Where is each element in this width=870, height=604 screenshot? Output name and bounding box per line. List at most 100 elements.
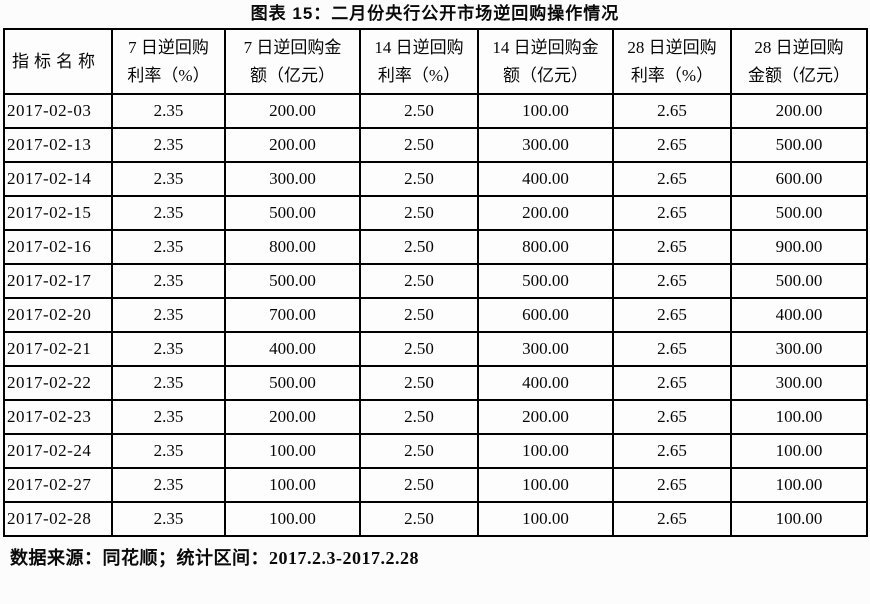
- value-cell: 2.50: [359, 501, 479, 537]
- value-cell: 2.65: [612, 229, 732, 265]
- value-cell: 100.00: [730, 433, 868, 469]
- value-cell: 2.35: [111, 93, 226, 129]
- date-cell: 2017-02-03: [3, 93, 113, 129]
- reverse-repo-table: 指标名称 7 日逆回购 利率（%） 7 日逆回购金 额（亿元） 14 日逆回购 …: [3, 28, 868, 537]
- header-28d-amount: 28 日逆回购 金额（亿元）: [730, 28, 868, 95]
- value-cell: 200.00: [224, 93, 361, 129]
- value-cell: 100.00: [477, 433, 614, 469]
- table-row: 2017-02-21 2.35 400.00 2.50 300.00 2.65 300.00: [3, 331, 868, 367]
- table-header: 指标名称 7 日逆回购 利率（%） 7 日逆回购金 额（亿元） 14 日逆回购 …: [3, 28, 868, 95]
- value-cell: 300.00: [477, 127, 614, 163]
- value-cell: 2.65: [612, 263, 732, 299]
- table-row: 2017-02-13 2.35 200.00 2.50 300.00 2.65 500.00: [3, 127, 868, 163]
- date-cell: 2017-02-22: [3, 365, 113, 401]
- header-text: 7 日逆回购: [128, 37, 209, 57]
- value-cell: 2.35: [111, 161, 226, 197]
- value-cell: 2.35: [111, 399, 226, 435]
- value-cell: 2.65: [612, 467, 732, 503]
- value-cell: 2.35: [111, 263, 226, 299]
- table-row: 2017-02-24 2.35 100.00 2.50 100.00 2.65 100.00: [3, 433, 868, 469]
- table-row: 2017-02-22 2.35 500.00 2.50 400.00 2.65 300.00: [3, 365, 868, 401]
- value-cell: 800.00: [224, 229, 361, 265]
- table-body: 2017-02-03 2.35 200.00 2.50 100.00 2.65 200.00…: [3, 93, 868, 537]
- value-cell: 2.65: [612, 161, 732, 197]
- value-cell: 2.35: [111, 467, 226, 503]
- header-text: 14 日逆回购: [374, 37, 464, 57]
- value-cell: 200.00: [477, 195, 614, 231]
- value-cell: 2.50: [359, 127, 479, 163]
- header-14d-rate: 14 日逆回购 利率（%）: [359, 28, 479, 95]
- value-cell: 800.00: [477, 229, 614, 265]
- value-cell: 2.50: [359, 161, 479, 197]
- value-cell: 2.35: [111, 433, 226, 469]
- header-text: 指标名称: [12, 51, 100, 71]
- value-cell: 100.00: [477, 501, 614, 537]
- value-cell: 500.00: [730, 263, 868, 299]
- value-cell: 2.35: [111, 331, 226, 367]
- value-cell: 2.50: [359, 195, 479, 231]
- header-28d-rate: 28 日逆回购 利率（%）: [612, 28, 732, 95]
- header-row: 指标名称 7 日逆回购 利率（%） 7 日逆回购金 额（亿元） 14 日逆回购 …: [3, 28, 868, 95]
- header-text: 利率（%）: [127, 65, 210, 85]
- date-cell: 2017-02-14: [3, 161, 113, 197]
- value-cell: 2.65: [612, 195, 732, 231]
- value-cell: 500.00: [730, 127, 868, 163]
- value-cell: 700.00: [224, 297, 361, 333]
- header-text: 28 日逆回购: [754, 37, 844, 57]
- value-cell: 2.50: [359, 467, 479, 503]
- header-text: 额（亿元）: [503, 65, 588, 85]
- value-cell: 2.35: [111, 365, 226, 401]
- table-row: 2017-02-20 2.35 700.00 2.50 600.00 2.65 400.00: [3, 297, 868, 333]
- header-text: 利率（%）: [377, 65, 461, 85]
- value-cell: 2.50: [359, 433, 479, 469]
- value-cell: 2.65: [612, 93, 732, 129]
- value-cell: 300.00: [477, 331, 614, 367]
- date-cell: 2017-02-15: [3, 195, 113, 231]
- value-cell: 500.00: [224, 195, 361, 231]
- header-text: 额（亿元）: [250, 65, 335, 85]
- value-cell: 2.65: [612, 331, 732, 367]
- value-cell: 2.35: [111, 297, 226, 333]
- value-cell: 500.00: [224, 263, 361, 299]
- value-cell: 200.00: [477, 399, 614, 435]
- value-cell: 2.35: [111, 501, 226, 537]
- value-cell: 2.65: [612, 127, 732, 163]
- value-cell: 100.00: [730, 467, 868, 503]
- value-cell: 2.35: [111, 195, 226, 231]
- value-cell: 100.00: [477, 467, 614, 503]
- date-cell: 2017-02-24: [3, 433, 113, 469]
- table-row: 2017-02-28 2.35 100.00 2.50 100.00 2.65 100.00: [3, 501, 868, 537]
- date-cell: 2017-02-21: [3, 331, 113, 367]
- figure-title: 图表 15：二月份央行公开市场逆回购操作情况: [250, 4, 620, 23]
- value-cell: 600.00: [477, 297, 614, 333]
- value-cell: 400.00: [477, 365, 614, 401]
- value-cell: 300.00: [224, 161, 361, 197]
- value-cell: 2.35: [111, 127, 226, 163]
- value-cell: 100.00: [224, 501, 361, 537]
- value-cell: 2.50: [359, 93, 479, 129]
- table-row: 2017-02-16 2.35 800.00 2.50 800.00 2.65 900.00: [3, 229, 868, 265]
- value-cell: 2.50: [359, 229, 479, 265]
- value-cell: 400.00: [224, 331, 361, 367]
- value-cell: 100.00: [477, 93, 614, 129]
- table-row: 2017-02-15 2.35 500.00 2.50 200.00 2.65 500.00: [3, 195, 868, 231]
- date-cell: 2017-02-28: [3, 501, 113, 537]
- value-cell: 2.50: [359, 263, 479, 299]
- table-row: 2017-02-27 2.35 100.00 2.50 100.00 2.65 100.00: [3, 467, 868, 503]
- table-row: 2017-02-23 2.35 200.00 2.50 200.00 2.65 100.00: [3, 399, 868, 435]
- value-cell: 300.00: [730, 331, 868, 367]
- value-cell: 2.35: [111, 229, 226, 265]
- value-cell: 100.00: [730, 501, 868, 537]
- value-cell: 2.65: [612, 297, 732, 333]
- date-cell: 2017-02-23: [3, 399, 113, 435]
- table-row: 2017-02-14 2.35 300.00 2.50 400.00 2.65 600.00: [3, 161, 868, 197]
- value-cell: 200.00: [224, 399, 361, 435]
- value-cell: 2.50: [359, 365, 479, 401]
- header-indicator-name: 指标名称: [3, 28, 113, 95]
- value-cell: 400.00: [477, 161, 614, 197]
- value-cell: 300.00: [730, 365, 868, 401]
- value-cell: 100.00: [730, 399, 868, 435]
- value-cell: 200.00: [730, 93, 868, 129]
- header-text: 14 日逆回购金: [492, 37, 599, 57]
